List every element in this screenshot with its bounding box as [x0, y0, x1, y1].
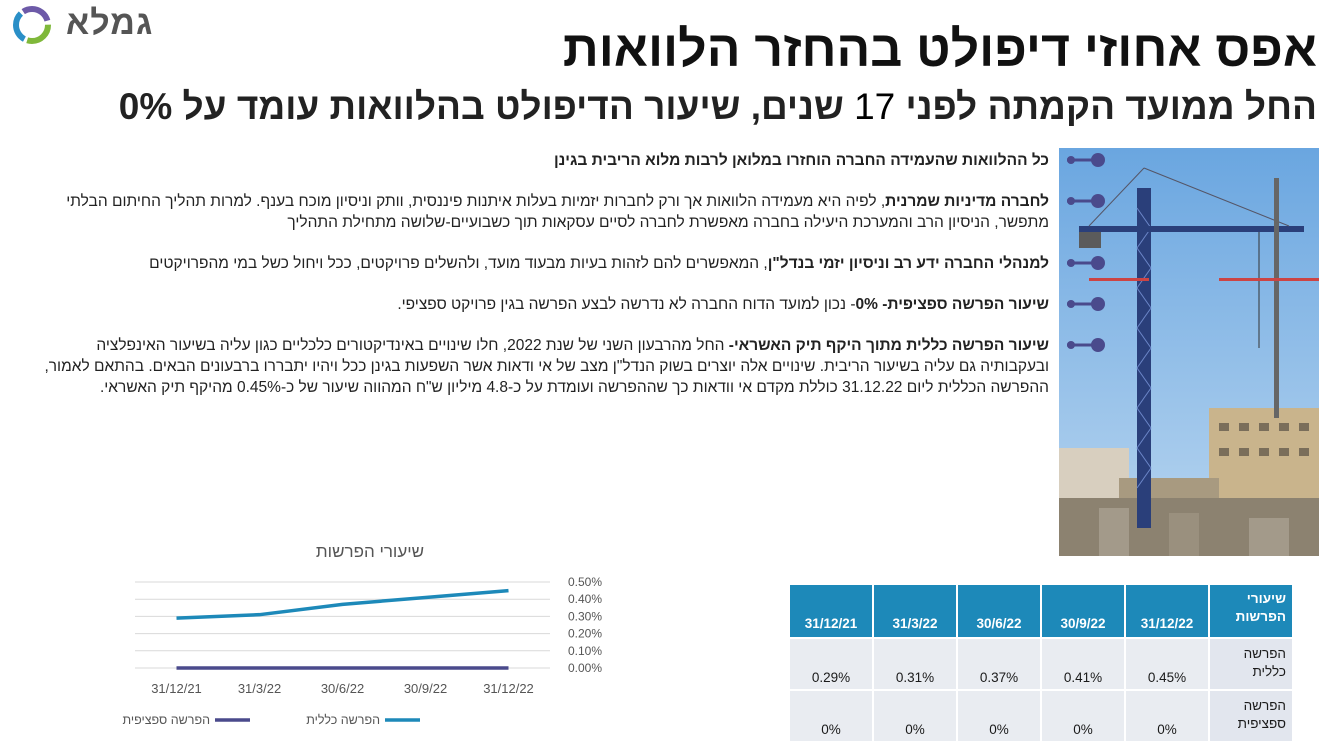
y-tick-label: 0.50%: [568, 575, 602, 589]
y-tick-label: 0.00%: [568, 661, 602, 675]
table-column-header: 30/6/22: [956, 583, 1042, 639]
x-tick-label: 31/12/22: [483, 681, 534, 696]
table-header-row: שיעורי הפרשות 31/12/22 30/9/22 30/6/22 3…: [788, 583, 1294, 639]
provision-rates-table: שיעורי הפרשות 31/12/22 30/9/22 30/6/22 3…: [788, 583, 1294, 743]
provision-rates-chart: שיעורי הפרשות 0.00% 0.10% 0.20% 0.30% 0.40% 0…: [20, 532, 620, 732]
bullet-item: כל ההלוואות שהעמידה החברה הוחזרו במלואן …: [29, 150, 1105, 171]
bullet-list: כל ההלוואות שהעמידה החברה הוחזרו במלואן …: [29, 150, 1105, 398]
series-line: [176, 588, 509, 620]
chart-title: שיעורי הפרשות: [316, 542, 424, 561]
table-cell: 0%: [1124, 689, 1210, 743]
bullet-marker-icon: [1067, 297, 1105, 311]
logo-text: גמלא: [66, 4, 154, 42]
table-row: הפרשה כללית 0.45% 0.41% 0.37% 0.31% 0.29…: [788, 637, 1294, 691]
x-tick-label: 31/3/22: [238, 681, 281, 696]
x-tick-label: 31/12/21: [151, 681, 202, 696]
x-tick-label: 30/9/22: [404, 681, 447, 696]
bullet-marker-icon: [1067, 338, 1105, 352]
page-title: אפס אחוזי דיפולט בהחזר הלוואות: [562, 21, 1317, 77]
table-cell: 0%: [956, 689, 1042, 743]
table-cell: 0%: [788, 689, 874, 743]
x-tick-label: 30/6/22: [321, 681, 364, 696]
table-cell: 0.37%: [956, 637, 1042, 691]
table-corner-header: שיעורי הפרשות: [1208, 583, 1294, 639]
table-row-label: הפרשה ספציפית: [1208, 689, 1294, 743]
table-cell: 0.31%: [872, 637, 958, 691]
table-row-label: הפרשה כללית: [1208, 637, 1294, 691]
y-tick-label: 0.20%: [568, 627, 602, 641]
table-cell: 0%: [1040, 689, 1126, 743]
table-row: הפרשה ספציפית 0% 0% 0% 0% 0%: [788, 689, 1294, 743]
bullet-item: שיעור הפרשה ספציפית- 0%- נכון למועד הדוח…: [29, 294, 1105, 315]
bullet-marker-icon: [1067, 194, 1105, 208]
y-tick-label: 0.10%: [568, 644, 602, 658]
table-cell: 0.41%: [1040, 637, 1126, 691]
table-cell: 0.45%: [1124, 637, 1210, 691]
table-cell: 0.29%: [788, 637, 874, 691]
y-tick-label: 0.30%: [568, 609, 602, 623]
bullet-marker-icon: [1067, 256, 1105, 270]
y-tick-label: 0.40%: [568, 592, 602, 606]
bullet-marker-icon: [1067, 153, 1105, 167]
table-column-header: 30/9/22: [1040, 583, 1126, 639]
logo: גמלא: [8, 2, 158, 46]
construction-crane-photo: [1059, 148, 1319, 556]
bullet-item: למנהלי החברה ידע רב וניסיון יזמי בנדל"ן,…: [29, 253, 1105, 274]
table-column-header: 31/12/22: [1124, 583, 1210, 639]
bullet-item: לחברה מדיניות שמרנית, לפיה היא מעמידה הל…: [29, 191, 1105, 233]
legend-label: הפרשה כללית: [306, 713, 380, 727]
logo-swirl-icon: [13, 6, 51, 44]
table-cell: 0%: [872, 689, 958, 743]
bullet-item: שיעור הפרשה כללית מתוך היקף תיק האשראי- …: [29, 335, 1105, 398]
table-column-header: 31/12/21: [788, 583, 874, 639]
page-subtitle: החל ממועד הקמתה לפני 17 שנים, שיעור הדיפ…: [118, 86, 1317, 127]
legend-label: הפרשה ספציפית: [122, 713, 210, 727]
chart-svg: שיעורי הפרשות 0.00% 0.10% 0.20% 0.30% 0.40% 0…: [122, 542, 602, 727]
table-column-header: 31/3/22: [872, 583, 958, 639]
